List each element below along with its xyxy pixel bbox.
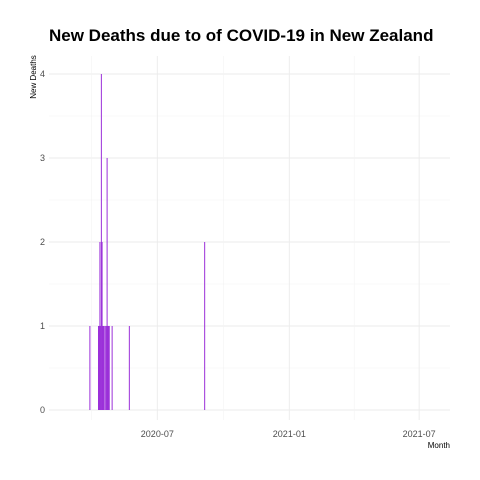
bar: [105, 326, 107, 410]
y-tick-label: 2: [40, 237, 45, 247]
bar: [100, 326, 102, 410]
bar: [103, 326, 105, 410]
y-axis-ticks: 0 1 2 3 4: [40, 69, 45, 415]
bar: [108, 326, 110, 410]
bars-layer: [89, 74, 206, 410]
bar: [100, 74, 102, 410]
y-axis-title: New Deaths: [29, 55, 38, 99]
x-axis-title: Month: [428, 441, 450, 450]
bar: [106, 158, 108, 410]
bar: [98, 326, 100, 410]
bar: [99, 242, 101, 410]
y-tick-label: 0: [40, 405, 45, 415]
y-tick-label: 1: [40, 321, 45, 331]
bar: [108, 326, 110, 410]
x-axis-ticks: 2020-07 2021-01 2021-07: [141, 429, 436, 439]
bar: [111, 326, 113, 410]
bar: [97, 326, 99, 410]
bar: [107, 326, 109, 410]
bar: [101, 242, 103, 410]
chart-title: New Deaths due to of COVID-19 in New Zea…: [49, 26, 434, 45]
grid-lines: [49, 56, 450, 420]
x-tick-label: 2021-01: [273, 429, 306, 439]
x-tick-label: 2021-07: [403, 429, 436, 439]
bar: [105, 326, 107, 410]
y-tick-label: 4: [40, 69, 45, 79]
x-tick-label: 2020-07: [141, 429, 174, 439]
y-tick-label: 3: [40, 153, 45, 163]
bar: [103, 326, 105, 410]
bar: [128, 326, 130, 410]
bar: [204, 242, 206, 410]
bar: [102, 326, 104, 410]
bar: [89, 326, 91, 410]
